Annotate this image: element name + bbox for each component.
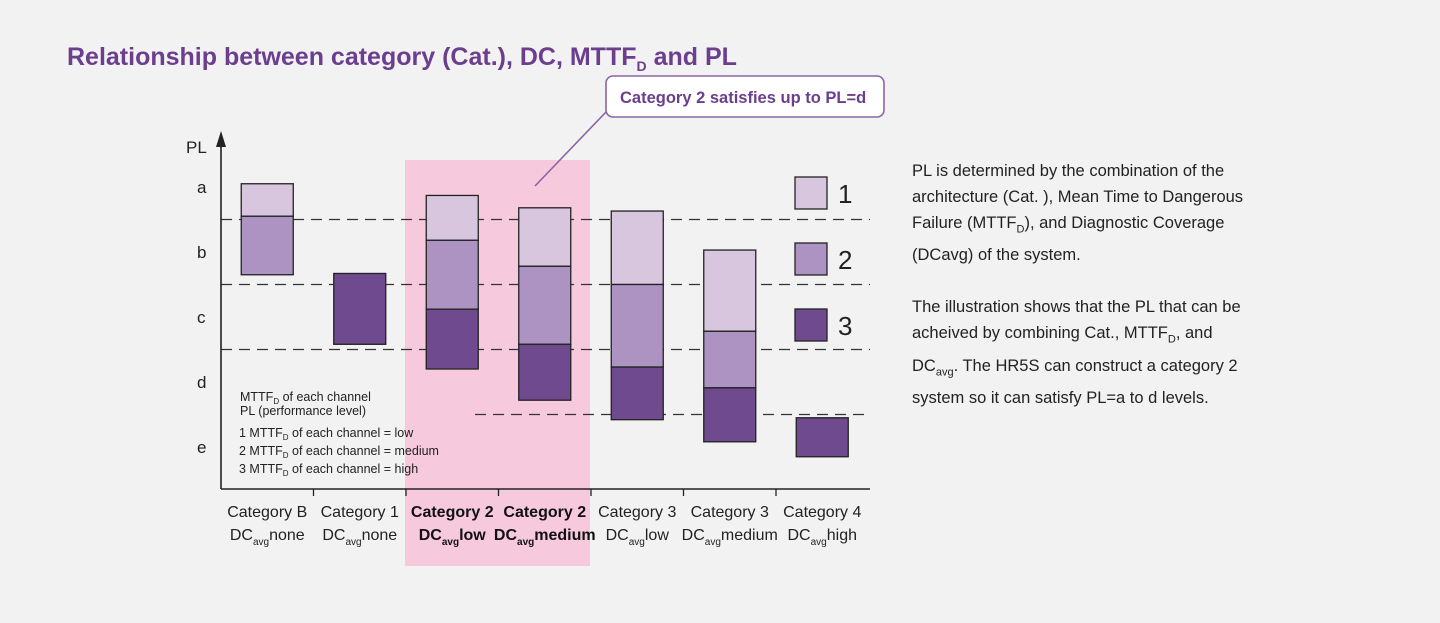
bar-segment-level-2: [425, 239, 479, 310]
callout-text: Category 2 satisfies up to PL=d: [620, 89, 866, 107]
description-p2-c: . The HR5S can construct a category 2 sy…: [912, 356, 1238, 407]
bar-segment-level-3: [518, 343, 572, 401]
description-p2: The illustration shows that the PL that …: [912, 294, 1252, 411]
bar-segment-level-2: [610, 283, 664, 368]
legend-label: 1: [838, 179, 852, 209]
category-label: Category 1: [321, 504, 399, 521]
description-p1-a: PL is determined by the combination of t…: [912, 162, 1244, 232]
title-sub: D: [637, 58, 647, 74]
y-tick-label: a: [197, 178, 207, 197]
bar-segment-level-3: [610, 366, 664, 421]
description: PL is determined by the combination of t…: [912, 158, 1252, 437]
callout-box: [605, 75, 885, 118]
category-dc-label: DCavghigh: [788, 527, 857, 548]
category-dc-label: DCavgnone: [322, 527, 397, 548]
y-axis-label: PL: [186, 138, 207, 157]
category-dc-label: DCavgmedium: [494, 527, 596, 548]
note-line: PL (performance level): [240, 404, 366, 418]
y-tick-label: b: [197, 243, 206, 262]
description-p1: PL is determined by the combination of t…: [912, 158, 1252, 268]
bars: [240, 183, 849, 458]
category-dc-label: DCavglow: [419, 527, 487, 548]
legend-label: 2: [838, 245, 852, 275]
note-line: 3 MTTFD of each channel = high: [239, 462, 418, 478]
description-p1-b: ), and Diagnostic Coverage (DCavg) of th…: [912, 214, 1225, 265]
bar-segment-level-3: [703, 387, 757, 443]
legend-swatch-2: [794, 242, 828, 276]
category-label: Category B: [227, 504, 307, 521]
bar-segment-level-3: [425, 308, 479, 370]
bar-segment-level-1: [425, 194, 479, 241]
bar-segment-level-2: [518, 265, 572, 345]
description-p2-b: , and DC: [912, 324, 1213, 375]
legend-swatch-3: [794, 308, 828, 342]
description-p1-sub: D: [1016, 223, 1025, 236]
y-tick-label: c: [197, 308, 206, 327]
category-label: Category 4: [783, 504, 861, 521]
bar-segment-level-3: [333, 272, 387, 345]
bar-segment-level-1: [703, 249, 757, 332]
chart-title: Relationship between category (Cat.), DC…: [67, 43, 737, 74]
bar-segment-level-1: [518, 207, 572, 267]
description-p2-sub2: avg: [935, 365, 954, 378]
description-p2-sub1: D: [1167, 333, 1176, 346]
bar-segment-level-2: [240, 215, 294, 276]
note-line: MTTFD of each channel: [240, 390, 371, 406]
callout-pointer: [534, 111, 607, 187]
category-label: Category 2: [503, 504, 586, 521]
axes: PL: [186, 131, 870, 490]
bar-segment-level-2: [703, 330, 757, 389]
category-label: Category 2: [411, 504, 494, 521]
y-axis-arrow-icon: [216, 131, 226, 147]
note-line: 2 MTTFD of each channel = medium: [239, 444, 439, 460]
category-dc-label: DCavgnone: [230, 527, 305, 548]
y-tick-labels: a b c d e: [197, 178, 207, 457]
description-p2-a: The illustration shows that the PL that …: [912, 298, 1241, 343]
legend: 1 2 3: [794, 176, 852, 342]
legend-label: 3: [838, 311, 852, 341]
callout: Category 2 satisfies up to PL=d: [534, 75, 885, 187]
x-ticks: [312, 489, 777, 496]
category-labels: Category B DCavgnone Category 1 DCavgnone Ca…: [227, 504, 861, 548]
category-dc-label: DCavgmedium: [682, 527, 778, 548]
category-label: Category 3: [598, 504, 676, 521]
category-label: Category 3: [691, 504, 769, 521]
title-tail: and PL: [647, 43, 737, 71]
category-dc-label: DCavglow: [606, 527, 670, 548]
bar-segment-level-3: [795, 417, 849, 458]
y-tick-label: d: [197, 373, 206, 392]
bar-segment-level-1: [610, 210, 664, 286]
legend-swatch-1: [794, 176, 828, 210]
note-line: 1 MTTFD of each channel = low: [239, 426, 414, 442]
y-tick-label: e: [197, 438, 206, 457]
bar-segment-level-1: [240, 183, 294, 217]
title-main: Relationship between category (Cat.), DC…: [67, 43, 637, 71]
